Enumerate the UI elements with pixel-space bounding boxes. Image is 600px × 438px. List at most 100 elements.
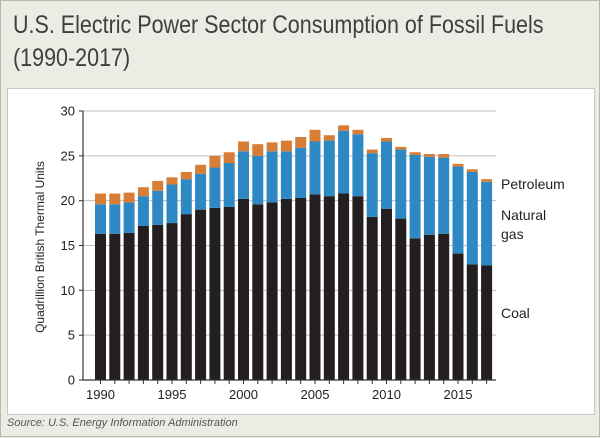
bar-coal-2014 — [438, 233, 450, 380]
y-axis-label: Quadrillion British Thermal Units — [33, 161, 47, 333]
bar-coal-2006 — [323, 196, 335, 380]
bar-natural-gas-1999 — [223, 163, 235, 207]
bar-petroleum-2012 — [409, 152, 421, 155]
bar-natural-gas-2004 — [295, 147, 307, 198]
y-tick-label-20: 20 — [61, 193, 75, 208]
bar-petroleum-1998 — [209, 155, 221, 168]
bar-natural-gas-2001 — [252, 155, 264, 205]
bar-coal-1992 — [123, 232, 135, 380]
bar-natural-gas-2005 — [309, 141, 321, 195]
bar-petroleum-2015 — [452, 163, 464, 167]
x-tick-label-1990: 1990 — [86, 387, 115, 402]
bar-natural-gas-1991 — [109, 204, 121, 234]
bar-coal-2007 — [338, 193, 350, 380]
bar-petroleum-2009 — [366, 149, 378, 154]
y-tick-label-15: 15 — [61, 238, 75, 253]
bar-coal-1991 — [109, 233, 121, 380]
bar-natural-gas-1997 — [195, 173, 207, 210]
bar-coal-1995 — [166, 223, 178, 380]
bar-coal-2016 — [466, 264, 478, 380]
bar-coal-1998 — [209, 207, 221, 380]
bar-natural-gas-2010 — [381, 141, 392, 209]
bar-natural-gas-2006 — [323, 140, 335, 197]
x-tick-label-2010: 2010 — [372, 387, 401, 402]
x-tick-label-2005: 2005 — [301, 387, 330, 402]
bar-coal-2011 — [395, 218, 407, 380]
bar-petroleum-2005 — [309, 129, 321, 142]
bar-natural-gas-2003 — [280, 151, 292, 199]
chart-title-line-1: U.S. Electric Power Sector Consumption o… — [13, 11, 544, 39]
series-labels: Petroleum Natural gas Coal — [501, 176, 565, 321]
bar-petroleum-2013 — [423, 154, 435, 157]
bar-natural-gas-2007 — [338, 130, 350, 194]
bar-natural-gas-1994 — [152, 190, 164, 225]
bar-petroleum-2010 — [381, 137, 392, 142]
x-tick-label-2000: 2000 — [229, 387, 258, 402]
bar-natural-gas-2015 — [452, 166, 464, 254]
axes: 0 5 10 15 20 25 30 1990 1995 2000 2005 2010 2015 — [61, 104, 496, 402]
bar-petroleum-1991 — [109, 193, 121, 205]
bar-natural-gas-2013 — [423, 156, 435, 235]
bar-petroleum-1999 — [223, 152, 235, 164]
bar-petroleum-2001 — [252, 144, 264, 156]
bar-natural-gas-2014 — [438, 157, 450, 234]
bar-natural-gas-2016 — [466, 171, 478, 265]
bar-petroleum-2007 — [338, 125, 350, 131]
bar-natural-gas-2002 — [266, 151, 278, 203]
bars — [95, 125, 493, 380]
bar-coal-2013 — [423, 234, 435, 380]
bar-natural-gas-1993 — [137, 196, 149, 226]
legend-label-coal: Coal — [501, 305, 530, 321]
bar-petroleum-2004 — [295, 137, 307, 148]
x-tick-label-1995: 1995 — [158, 387, 187, 402]
bar-natural-gas-2017 — [481, 181, 493, 266]
bar-natural-gas-1995 — [166, 184, 178, 224]
bar-natural-gas-1998 — [209, 167, 221, 208]
bar-petroleum-2002 — [266, 142, 278, 152]
bar-natural-gas-1992 — [123, 202, 135, 233]
bar-coal-2015 — [452, 253, 464, 380]
source-note: Source: U.S. Energy Information Administ… — [7, 417, 238, 429]
bar-natural-gas-1996 — [180, 179, 192, 215]
bar-natural-gas-2008 — [352, 134, 364, 197]
bar-coal-2009 — [366, 216, 378, 380]
bar-petroleum-2003 — [280, 140, 292, 152]
bar-natural-gas-2011 — [395, 149, 407, 219]
bar-natural-gas-2000 — [238, 151, 249, 199]
bar-petroleum-1993 — [137, 187, 149, 197]
bar-petroleum-1994 — [152, 180, 164, 191]
bar-petroleum-2008 — [352, 129, 364, 135]
y-tick-label-25: 25 — [61, 148, 75, 163]
legend-label-natural-gas-line-2: gas — [501, 226, 524, 242]
bar-coal-2012 — [409, 238, 421, 380]
bar-coal-2001 — [252, 204, 264, 380]
bar-coal-2017 — [481, 265, 493, 380]
bar-coal-1997 — [195, 209, 207, 380]
bar-coal-2004 — [295, 197, 307, 380]
bar-petroleum-2011 — [395, 146, 407, 150]
bar-natural-gas-1990 — [95, 204, 106, 234]
bar-coal-2003 — [280, 198, 292, 380]
y-tick-label-10: 10 — [61, 283, 75, 298]
y-tick-label-0: 0 — [68, 373, 75, 388]
bar-coal-2008 — [352, 196, 364, 380]
bar-coal-2002 — [266, 202, 278, 380]
y-tick-label-30: 30 — [61, 104, 75, 119]
bar-coal-1994 — [152, 224, 164, 380]
bar-petroleum-1990 — [95, 193, 106, 205]
bar-natural-gas-2009 — [366, 153, 378, 217]
bar-petroleum-1995 — [166, 177, 178, 185]
bar-coal-2010 — [381, 208, 392, 380]
bar-coal-1996 — [180, 214, 192, 380]
y-tick-label-5: 5 — [68, 328, 75, 343]
bar-petroleum-2014 — [438, 154, 450, 158]
bar-petroleum-1996 — [180, 171, 192, 180]
chart-title: U.S. Electric Power Sector Consumption o… — [13, 9, 544, 75]
bar-petroleum-1997 — [195, 164, 207, 174]
x-tick-label-2015: 2015 — [444, 387, 473, 402]
bar-coal-1990 — [95, 233, 106, 380]
bar-coal-1993 — [137, 225, 149, 380]
bar-natural-gas-2012 — [409, 154, 421, 239]
bar-petroleum-2016 — [466, 169, 478, 172]
